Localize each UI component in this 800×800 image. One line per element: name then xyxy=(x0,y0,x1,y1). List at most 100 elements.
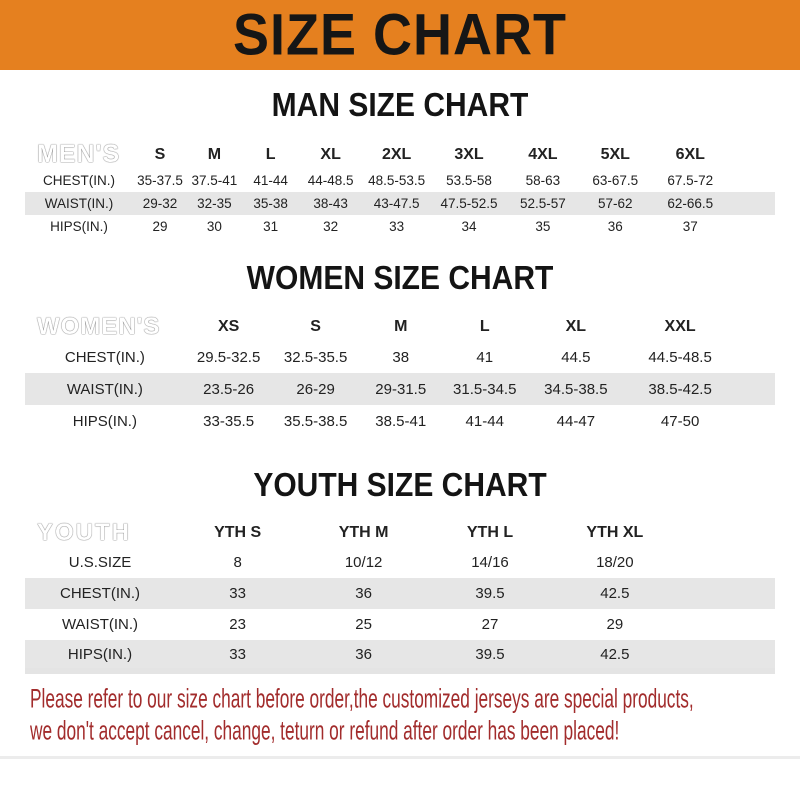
spacer-cell xyxy=(676,578,775,609)
women-size-table: WOMEN'S XS S M L XL XXL CHEST(IN.) 29.5-32.5 32.5… xyxy=(25,313,775,437)
column-header: S xyxy=(154,145,166,163)
cell: 41-44 xyxy=(253,173,288,188)
cell: 33 xyxy=(389,219,405,234)
cell: 33-35.5 xyxy=(203,412,255,430)
cell: 29-32 xyxy=(133,192,187,215)
cell: 38-43 xyxy=(299,192,362,215)
spacer-cell xyxy=(729,140,775,169)
column-header: YTH M xyxy=(338,524,389,541)
banner: SIZE CHART xyxy=(0,0,800,70)
row-label: WAIST(IN.) xyxy=(25,373,185,405)
table-corner-label: WOMEN'S xyxy=(37,313,161,340)
spacer-cell xyxy=(677,547,775,578)
cell: 48.5-53.5 xyxy=(368,173,426,188)
row-label: HIPS(IN.) xyxy=(25,640,175,671)
table-row: HIPS(IN.) 29 30 31 32 33 34 35 36 37 xyxy=(25,215,775,238)
cell: 39.5 xyxy=(427,640,553,671)
cell: 41 xyxy=(476,348,494,366)
cell: 23.5-26 xyxy=(184,373,273,405)
table-row: WAIST(IN.) 23.5-26 26-29 29-31.5 31.5-34.5 34… xyxy=(25,373,775,405)
cell: 27 xyxy=(481,616,499,633)
page-title: SIZE CHART xyxy=(233,2,567,68)
table-header-row: YOUTH YTH S YTH M YTH L YTH XL xyxy=(25,519,775,547)
cell: 41-44 xyxy=(465,412,504,430)
cell: 8 xyxy=(233,554,242,571)
row-label: HIPS(IN.) xyxy=(50,219,108,234)
spacer-cell xyxy=(735,373,775,405)
cell: 10/12 xyxy=(344,554,383,571)
table-row: U.S.SIZE 8 10/12 14/16 18/20 xyxy=(25,547,775,578)
spacer-cell xyxy=(735,313,775,341)
cell: 44-48.5 xyxy=(307,173,354,188)
women-size-chart-section: WOMEN SIZE CHART WOMEN'S XS S M L XL XXL CHEST(… xyxy=(0,259,800,437)
cell: 67.5-72 xyxy=(667,173,714,188)
cell: 44.5-48.5 xyxy=(648,348,712,366)
cell: 42.5 xyxy=(552,578,677,609)
man-size-chart-section: MAN SIZE CHART MEN'S S M L XL 2XL 3XL 4XL 5XL 6XL… xyxy=(0,87,800,238)
notice-line-1: Please refer to our size chart before or… xyxy=(30,684,694,715)
table-corner-label: YOUTH xyxy=(37,519,131,546)
cell: 34 xyxy=(461,219,477,234)
youth-size-chart-heading: YOUTH SIZE CHART xyxy=(253,466,547,504)
cell: 14/16 xyxy=(471,554,509,571)
spacer-cell xyxy=(677,609,775,640)
cell: 33 xyxy=(175,578,301,609)
cell: 26-29 xyxy=(272,373,359,405)
women-size-chart-heading: WOMEN SIZE CHART xyxy=(246,259,554,297)
cell: 29 xyxy=(152,219,168,234)
spacer-cell xyxy=(729,192,775,215)
cell: 36 xyxy=(300,640,427,671)
cell: 44-47 xyxy=(556,412,596,430)
cell: 29.5-32.5 xyxy=(196,348,261,366)
column-header: 2XL xyxy=(381,145,412,163)
column-header: 6XL xyxy=(675,145,705,163)
cell: 37 xyxy=(682,219,698,234)
spacer-cell xyxy=(735,341,775,373)
column-header: L xyxy=(479,318,490,335)
row-label: CHEST(IN.) xyxy=(43,173,115,188)
row-label: U.S.SIZE xyxy=(68,554,132,571)
cell: 63-67.5 xyxy=(592,173,639,188)
column-header: YTH L xyxy=(466,524,514,541)
cell: 44.5 xyxy=(561,348,591,366)
column-header: 5XL xyxy=(600,145,630,163)
table-row: WAIST(IN.) 29-32 32-35 35-38 38-43 43-47.5 47.… xyxy=(25,192,775,215)
column-header: M xyxy=(207,145,222,163)
spacer-cell xyxy=(729,215,775,238)
cell: 25 xyxy=(355,616,372,633)
cell: 57-62 xyxy=(579,192,652,215)
spacer-cell xyxy=(676,640,775,671)
column-header: L xyxy=(265,145,276,163)
column-header: XS xyxy=(217,318,240,335)
spacer-cell xyxy=(735,405,775,437)
notice-line-2: we don't accept cancel, change, teturn o… xyxy=(30,716,620,747)
cell: 38 xyxy=(392,348,410,366)
cell: 43-47.5 xyxy=(361,192,432,215)
cell: 32 xyxy=(323,219,339,234)
column-header: XXL xyxy=(664,318,696,335)
row-label: WAIST(IN.) xyxy=(61,616,139,633)
table-corner-label: MEN'S xyxy=(37,140,121,168)
bottom-divider xyxy=(0,756,800,759)
cell: 42.5 xyxy=(552,640,677,671)
cell: 36 xyxy=(607,219,623,234)
column-header: YTH S xyxy=(214,524,262,541)
youth-size-table: YOUTH YTH S YTH M YTH L YTH XL U.S.SIZE 8 10/12… xyxy=(25,519,775,674)
cell: 35.5-38.5 xyxy=(283,412,348,430)
spacer-cell xyxy=(729,169,775,192)
table-header-row: WOMEN'S XS S M L XL XXL xyxy=(25,313,775,341)
cell: 35 xyxy=(535,219,551,234)
row-label: CHEST(IN.) xyxy=(64,348,145,366)
cell: 35-37.5 xyxy=(137,173,183,188)
youth-size-chart-section: YOUTH SIZE CHART YOUTH YTH S YTH M YTH L YTH… xyxy=(0,466,800,674)
order-notice: Please refer to our size chart before or… xyxy=(30,684,800,748)
column-header: M xyxy=(394,318,408,335)
cell: 47-50 xyxy=(660,412,700,430)
cell: 35-38 xyxy=(241,192,300,215)
cell: 36 xyxy=(300,578,427,609)
table-row: CHEST(IN.) 33 36 39.5 42.5 xyxy=(25,578,775,609)
row-label: CHEST(IN.) xyxy=(25,578,175,609)
cell: 53.5-58 xyxy=(446,173,492,188)
size-chart-content: MAN SIZE CHART MEN'S S M L XL 2XL 3XL 4XL 5XL 6XL… xyxy=(0,87,800,674)
size-chart-page: SIZE CHART MAN SIZE CHART MEN'S S M L XL 2XL 3… xyxy=(0,0,800,759)
